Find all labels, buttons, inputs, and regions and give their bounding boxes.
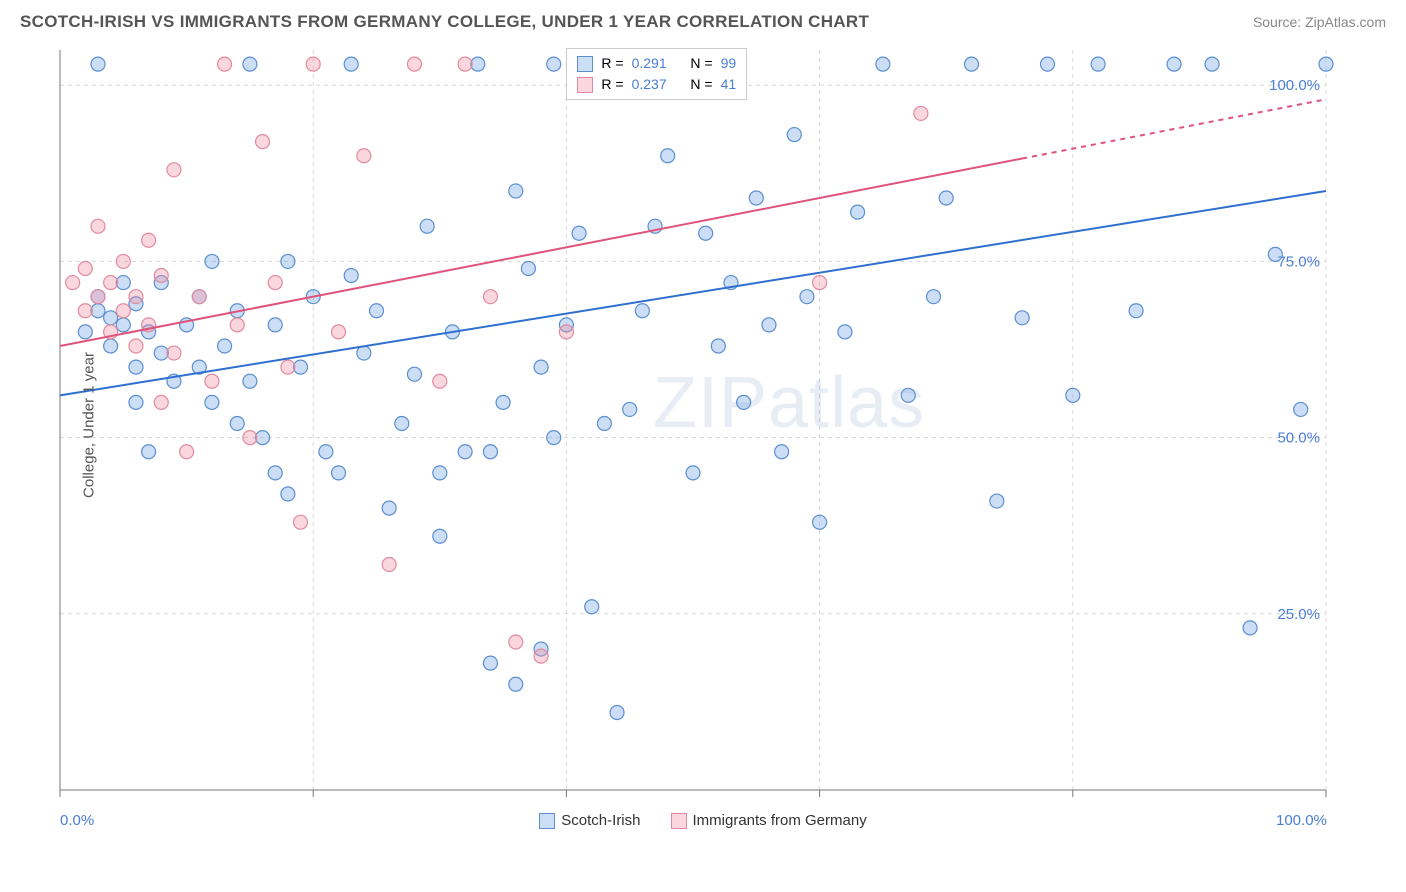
r-value: 0.237 bbox=[632, 74, 667, 95]
correlation-row: R = 0.237 N = 41 bbox=[577, 74, 736, 95]
chart-area: College, Under 1 year 25.0% 50.0% 75.0% 100… bbox=[20, 40, 1386, 810]
x-tick-label: 100.0% bbox=[1276, 812, 1327, 829]
correlation-legend: R = 0.291 N = 99R = 0.237 N = 41 bbox=[566, 48, 747, 100]
y-axis-label: College, Under 1 year bbox=[80, 352, 97, 498]
r-label: R = bbox=[601, 53, 623, 74]
legend-swatch bbox=[577, 77, 593, 93]
n-value: 41 bbox=[721, 74, 737, 95]
r-value: 0.291 bbox=[632, 53, 667, 74]
n-label: N = bbox=[690, 53, 712, 74]
source-label: Source: ZipAtlas.com bbox=[1253, 14, 1386, 30]
svg-text:75.0%: 75.0% bbox=[1277, 253, 1320, 270]
x-tick-labels: 0.0% 100.0% bbox=[20, 810, 1346, 834]
r-label: R = bbox=[601, 74, 623, 95]
scatter-plot: 25.0% 50.0% 75.0% 100.0% bbox=[20, 40, 1346, 810]
svg-text:100.0%: 100.0% bbox=[1269, 77, 1320, 94]
x-tick-label: 0.0% bbox=[60, 812, 94, 829]
chart-title: SCOTCH-IRISH VS IMMIGRANTS FROM GERMANY … bbox=[20, 12, 869, 32]
n-label: N = bbox=[690, 74, 712, 95]
n-value: 99 bbox=[721, 53, 737, 74]
legend-swatch bbox=[577, 56, 593, 72]
correlation-row: R = 0.291 N = 99 bbox=[577, 53, 736, 74]
svg-text:25.0%: 25.0% bbox=[1277, 606, 1320, 623]
svg-text:50.0%: 50.0% bbox=[1277, 430, 1320, 447]
